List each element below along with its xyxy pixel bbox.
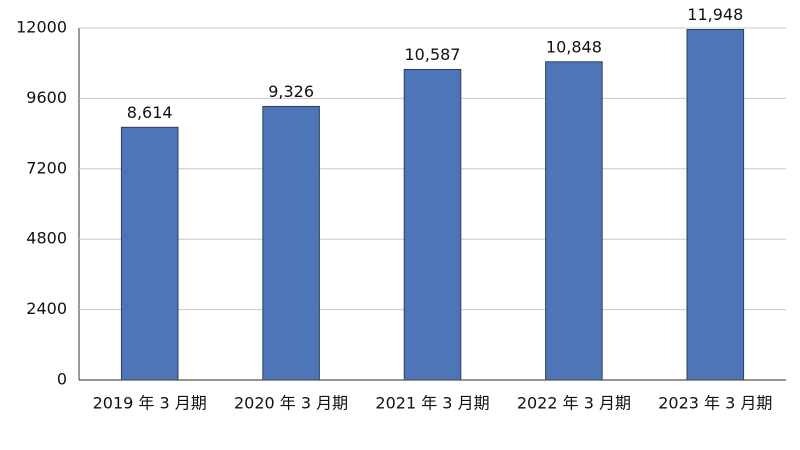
x-tick-label: 2020 年 3 月期 [234,394,348,413]
data-label: 8,614 [127,103,173,122]
y-tick-label: 0 [57,370,67,389]
x-tick-label: 2023 年 3 月期 [658,394,772,413]
x-tick-label: 2021 年 3 月期 [375,394,489,413]
x-tick-label: 2019 年 3 月期 [93,394,207,413]
bar [545,61,603,381]
bar [686,29,745,381]
data-label: 9,326 [268,82,314,101]
x-tick-label: 2022 年 3 月期 [517,394,631,413]
y-tick-label: 12000 [16,18,67,37]
y-tick-label: 2400 [26,299,67,318]
y-tick-label: 4800 [26,229,67,248]
data-label: 10,587 [405,45,461,64]
data-label: 10,848 [546,37,602,56]
bar [403,68,462,381]
data-label: 11,948 [687,5,743,24]
y-tick-label: 9600 [26,88,67,107]
bar [120,126,179,381]
bar [262,105,320,381]
y-tick-label: 7200 [26,158,67,177]
